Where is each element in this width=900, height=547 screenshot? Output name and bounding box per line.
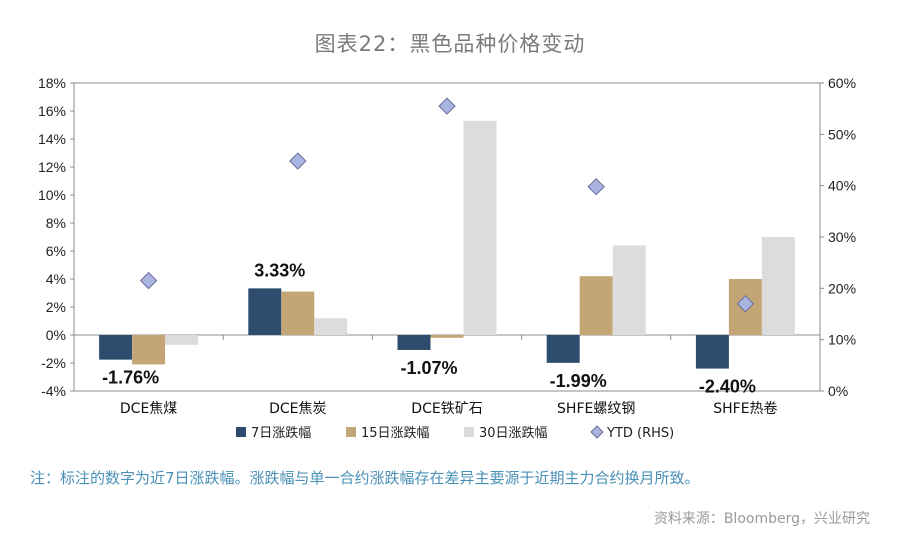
chart-title: 图表22：黑色品种价格变动 xyxy=(314,32,586,56)
y-tick-label: 18% xyxy=(38,75,66,91)
y2-tick-label: 20% xyxy=(828,280,856,296)
chart-legend: 7日涨跌幅 15日涨跌幅 30日涨跌幅 YTD (RHS) xyxy=(236,425,674,441)
y2-tick-label: 40% xyxy=(828,178,856,194)
ytd-markers xyxy=(139,97,755,313)
y2-tick-label: 10% xyxy=(828,332,856,348)
y2-tick-label: 60% xyxy=(828,75,856,91)
bar xyxy=(397,335,431,350)
chart-bars xyxy=(99,120,795,369)
y2-tick-label: 30% xyxy=(828,229,856,245)
category-label: SHFE螺纹钢 xyxy=(557,401,635,417)
ytd-marker xyxy=(587,177,605,196)
bar xyxy=(579,276,613,335)
legend-swatch xyxy=(464,427,474,437)
y-tick-label: 14% xyxy=(38,131,66,147)
category-label: SHFE热卷 xyxy=(713,401,777,417)
data-label: -1.07% xyxy=(400,358,457,378)
legend-swatch xyxy=(590,425,604,439)
y-tick-label: 10% xyxy=(38,187,66,203)
ytd-marker xyxy=(139,271,158,290)
y2-tick-label: 50% xyxy=(828,126,856,142)
data-label: -1.76% xyxy=(102,368,159,388)
category-label: DCE焦煤 xyxy=(120,401,177,417)
footnote: 注：标注的数字为近7日涨跌幅。涨跌幅与单一合约涨跌幅存在差异主要源于近期主力合约… xyxy=(30,469,700,487)
legend-label: 15日涨跌幅 xyxy=(361,425,430,441)
bar xyxy=(695,335,729,369)
data-label: 3.33% xyxy=(254,260,305,280)
bar xyxy=(612,245,646,335)
legend-label: 30日涨跌幅 xyxy=(479,425,548,441)
bar xyxy=(248,288,282,335)
bar xyxy=(761,237,795,335)
bar-chart: -4% -2% 0% 2% 4% 6% 8% 10% 12% 14% 16% 18% 0% 10% 20% 3… xyxy=(38,75,856,441)
ytd-marker xyxy=(289,152,307,170)
bar xyxy=(314,318,348,335)
source-credit: 资料来源：Bloomberg，兴业研究 xyxy=(653,511,870,527)
category-label: DCE焦炭 xyxy=(269,401,326,417)
y-tick-label: 12% xyxy=(38,159,66,175)
bar xyxy=(99,335,133,360)
y-tick-label: 16% xyxy=(38,103,66,119)
bar xyxy=(281,291,315,335)
data-labels: -1.76% 3.33% -1.07% -1.99% -2.40% xyxy=(102,260,756,396)
data-label: -2.40% xyxy=(699,377,756,397)
bar xyxy=(430,335,464,338)
bar xyxy=(463,120,497,335)
legend-swatch xyxy=(236,427,246,437)
bar xyxy=(132,335,166,365)
y-tick-label: 2% xyxy=(46,299,66,315)
ytd-marker xyxy=(736,295,755,313)
y2-tick-label: 0% xyxy=(828,383,848,399)
data-label: -1.99% xyxy=(550,371,607,391)
legend-swatch xyxy=(346,427,356,437)
y-tick-label: 6% xyxy=(46,243,66,259)
category-label: DCE铁矿石 xyxy=(411,401,482,417)
y-tick-label: 8% xyxy=(46,215,66,231)
y-tick-label: -2% xyxy=(41,355,66,371)
bar xyxy=(546,335,580,363)
bar xyxy=(165,335,199,345)
y-tick-label: -4% xyxy=(41,383,66,399)
legend-label: 7日涨跌幅 xyxy=(251,425,311,441)
ytd-marker xyxy=(438,97,456,115)
chart-axes: -4% -2% 0% 2% 4% 6% 8% 10% 12% 14% 16% 18% 0% 10% 20% 3… xyxy=(38,75,856,417)
legend-label: YTD (RHS) xyxy=(606,426,674,441)
y-tick-label: 4% xyxy=(46,271,66,287)
y-tick-label: 0% xyxy=(46,327,66,343)
